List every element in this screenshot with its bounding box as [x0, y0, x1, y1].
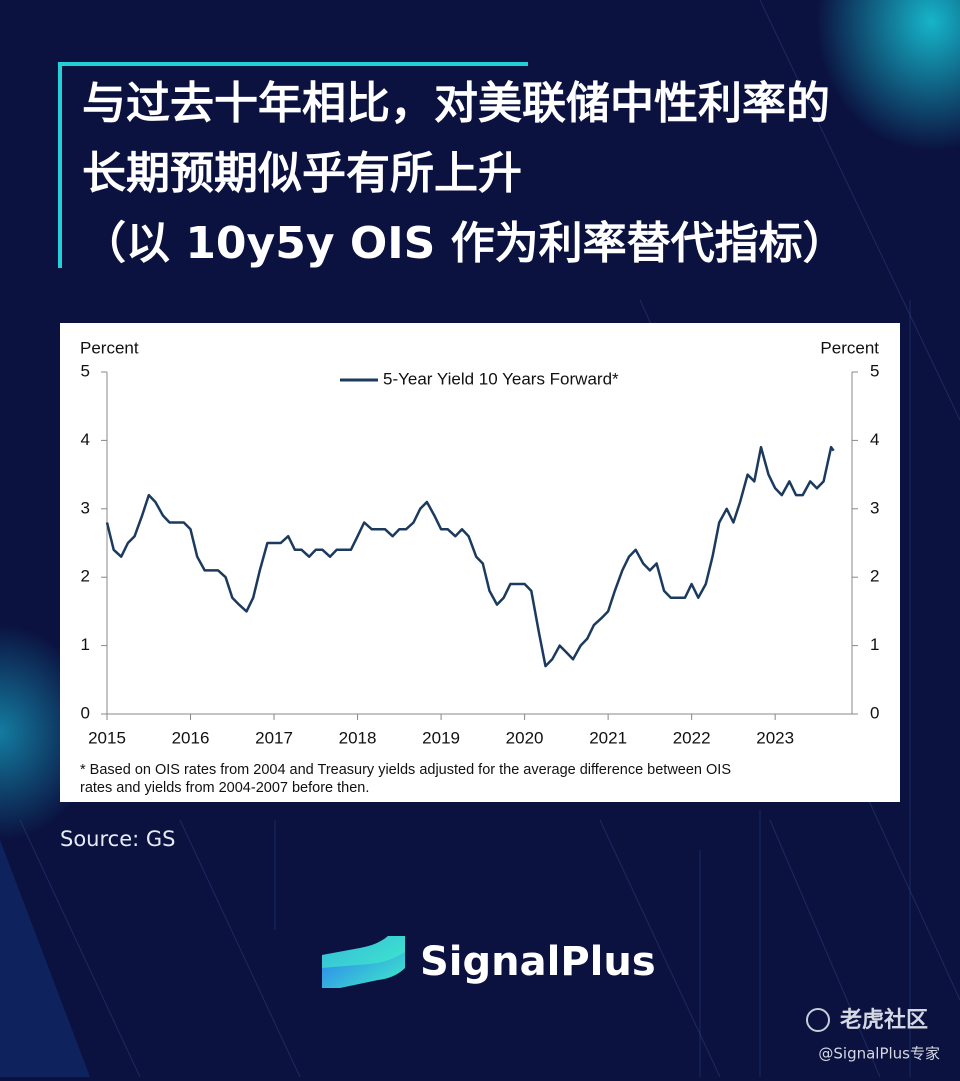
y2-tick-label: 0	[870, 703, 879, 722]
title-accent	[58, 62, 62, 268]
chart: Percent Percent 0 1 2 3 4 5 0 1 2 3 4 5 2015 2016 2017 20…	[80, 338, 879, 795]
y-tick-label: 1	[81, 635, 90, 654]
x-tick-label: 2016	[172, 728, 210, 747]
title-line: 与过去十年相比，对美联储中性利率的	[82, 78, 830, 129]
y-tick-label: 3	[81, 498, 90, 517]
y-tick-label: 5	[81, 361, 90, 380]
y2-tick-label: 5	[870, 361, 879, 380]
footnote: rates and yields from 2004-2007 before t…	[80, 780, 369, 796]
brand-name: SignalPlus	[420, 939, 656, 985]
y2-tick-label: 4	[870, 430, 879, 449]
y2-axis-label: Percent	[820, 338, 879, 357]
title-line: 长期预期似乎有所上升	[82, 148, 522, 199]
watermark-handle: @SignalPlus专家	[818, 1045, 940, 1063]
x-tick-label: 2015	[88, 728, 126, 747]
decor-lines	[19, 0, 960, 1078]
x-tick-label: 2017	[255, 728, 293, 747]
data-line	[105, 445, 835, 668]
source: Source: GS	[60, 827, 175, 851]
x-tick-label: 2021	[589, 728, 627, 747]
x-tick-label: 2022	[673, 728, 711, 747]
title-accent	[58, 62, 528, 66]
watermark-icon	[806, 1008, 830, 1032]
title-line: （以 10y5y OIS 作为利率替代指标）	[82, 218, 847, 269]
y-tick-label: 0	[81, 703, 90, 722]
x-tick-label: 2018	[339, 728, 377, 747]
x-tick-label: 2019	[422, 728, 460, 747]
y2-tick-label: 1	[870, 635, 879, 654]
brand-logo	[322, 936, 405, 988]
watermark-site: 老虎社区	[839, 1007, 928, 1033]
legend-label: 5-Year Yield 10 Years Forward*	[383, 369, 619, 388]
y-tick-label: 2	[81, 567, 90, 586]
y2-tick-label: 3	[870, 498, 879, 517]
decor-shape	[0, 840, 90, 1077]
y-axis-label: Percent	[80, 338, 139, 357]
x-tick-label: 2023	[756, 728, 794, 747]
x-tick-label: 2020	[506, 728, 544, 747]
y-tick-label: 4	[81, 430, 90, 449]
y2-tick-label: 2	[870, 567, 879, 586]
footnote: * Based on OIS rates from 2004 and Treas…	[80, 762, 731, 778]
